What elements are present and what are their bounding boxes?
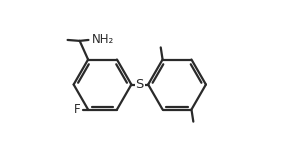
Text: NH₂: NH₂ [92,33,114,46]
Text: F: F [74,103,81,116]
Text: S: S [135,78,144,91]
